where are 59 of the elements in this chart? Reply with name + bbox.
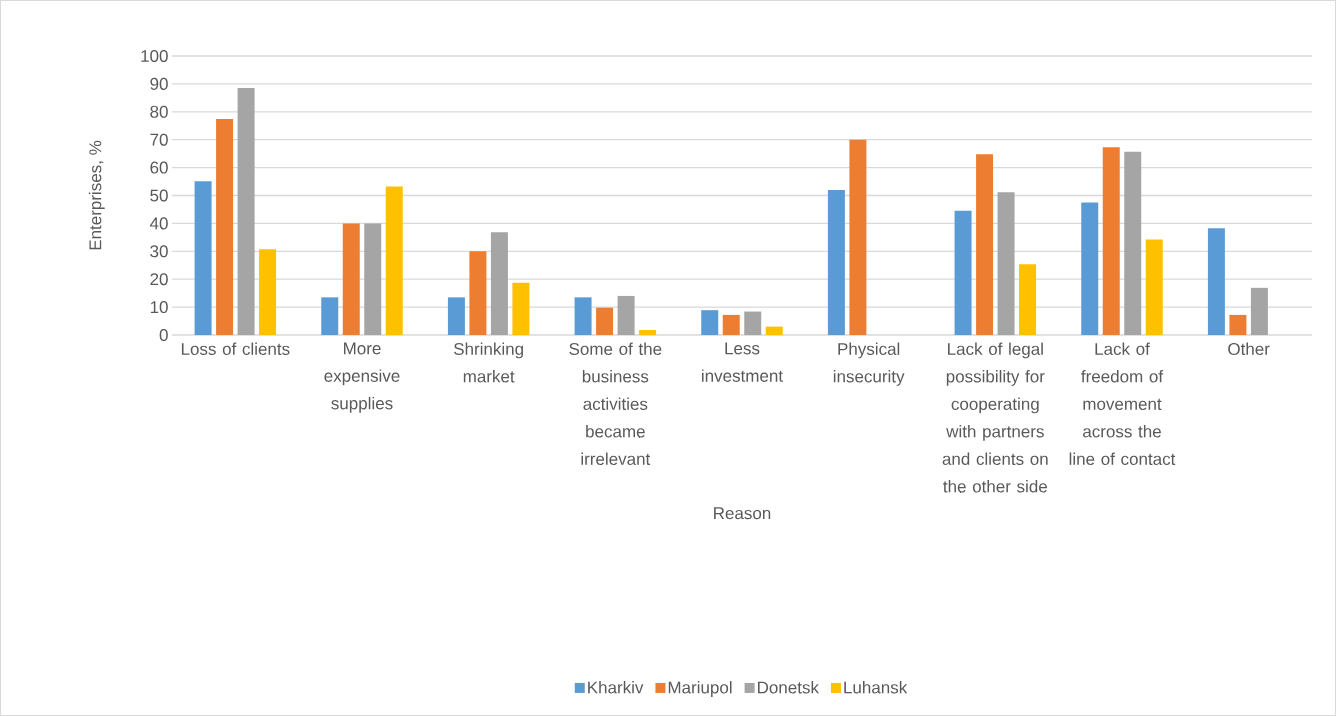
bar [469,251,487,335]
y-axis-title: Enterprises, % [88,140,105,250]
bar [954,210,972,335]
bar [342,223,360,335]
bar [701,310,719,335]
bar [364,223,382,335]
legend-label: Luhansk [844,681,908,694]
bar [596,307,614,335]
bar [617,295,635,335]
bar [1145,239,1163,335]
bar [574,297,592,335]
bar [385,186,403,335]
bar [1229,314,1247,335]
bar [1019,264,1037,335]
y-tick-label: 0 [159,328,168,342]
legend-label: Mariupol [668,681,732,697]
y-tick-label: 30 [150,245,168,258]
x-tick-label: More expensive supplies [324,342,400,413]
x-tick-label: Physical insecurity [833,342,905,386]
bar [1102,147,1120,335]
bar [490,232,508,335]
x-tick-label: Other [1228,342,1270,355]
x-tick-label: Loss of clients [181,342,290,355]
bar [259,249,277,335]
bar [1124,151,1142,335]
x-tick-label: Lack of freedom of movement across the line of contact [1069,342,1176,466]
bar [744,311,762,335]
x-tick-label: Less investment [702,342,783,382]
bar [639,329,657,335]
bar [237,88,255,335]
bar [1081,202,1099,335]
y-tick-label: 90 [150,77,168,90]
bar [997,192,1015,335]
bar [849,139,867,335]
x-tick-label: Some of the business activities became irrelevant [569,342,662,466]
x-tick-label: Lack of legal possibility for cooperating with partners and clients on the other side [942,342,1048,493]
legend-label: Donetsk [758,681,819,694]
legend-label: Kharkiv [588,681,644,694]
bar [1207,228,1225,335]
y-tick-label: 40 [149,217,168,230]
y-tick-label: 70 [150,133,168,146]
y-tick-label: 10 [150,301,168,314]
bar [447,297,465,335]
bar [976,154,994,335]
bar [512,282,530,335]
bar [216,119,234,335]
y-tick-label: 50 [150,189,168,202]
bar [722,314,740,335]
x-tick-label: Shrinking market [453,342,523,383]
y-tick-label: 60 [150,161,168,174]
y-tick-label: 20 [150,273,168,286]
x-axis-title: Reason [714,507,771,520]
bar [194,181,212,335]
bar [765,326,783,335]
bar [1250,287,1268,335]
bar [321,297,339,335]
y-tick-label: 100 [141,49,168,63]
bar [827,189,845,335]
y-tick-label: 80 [150,105,168,118]
